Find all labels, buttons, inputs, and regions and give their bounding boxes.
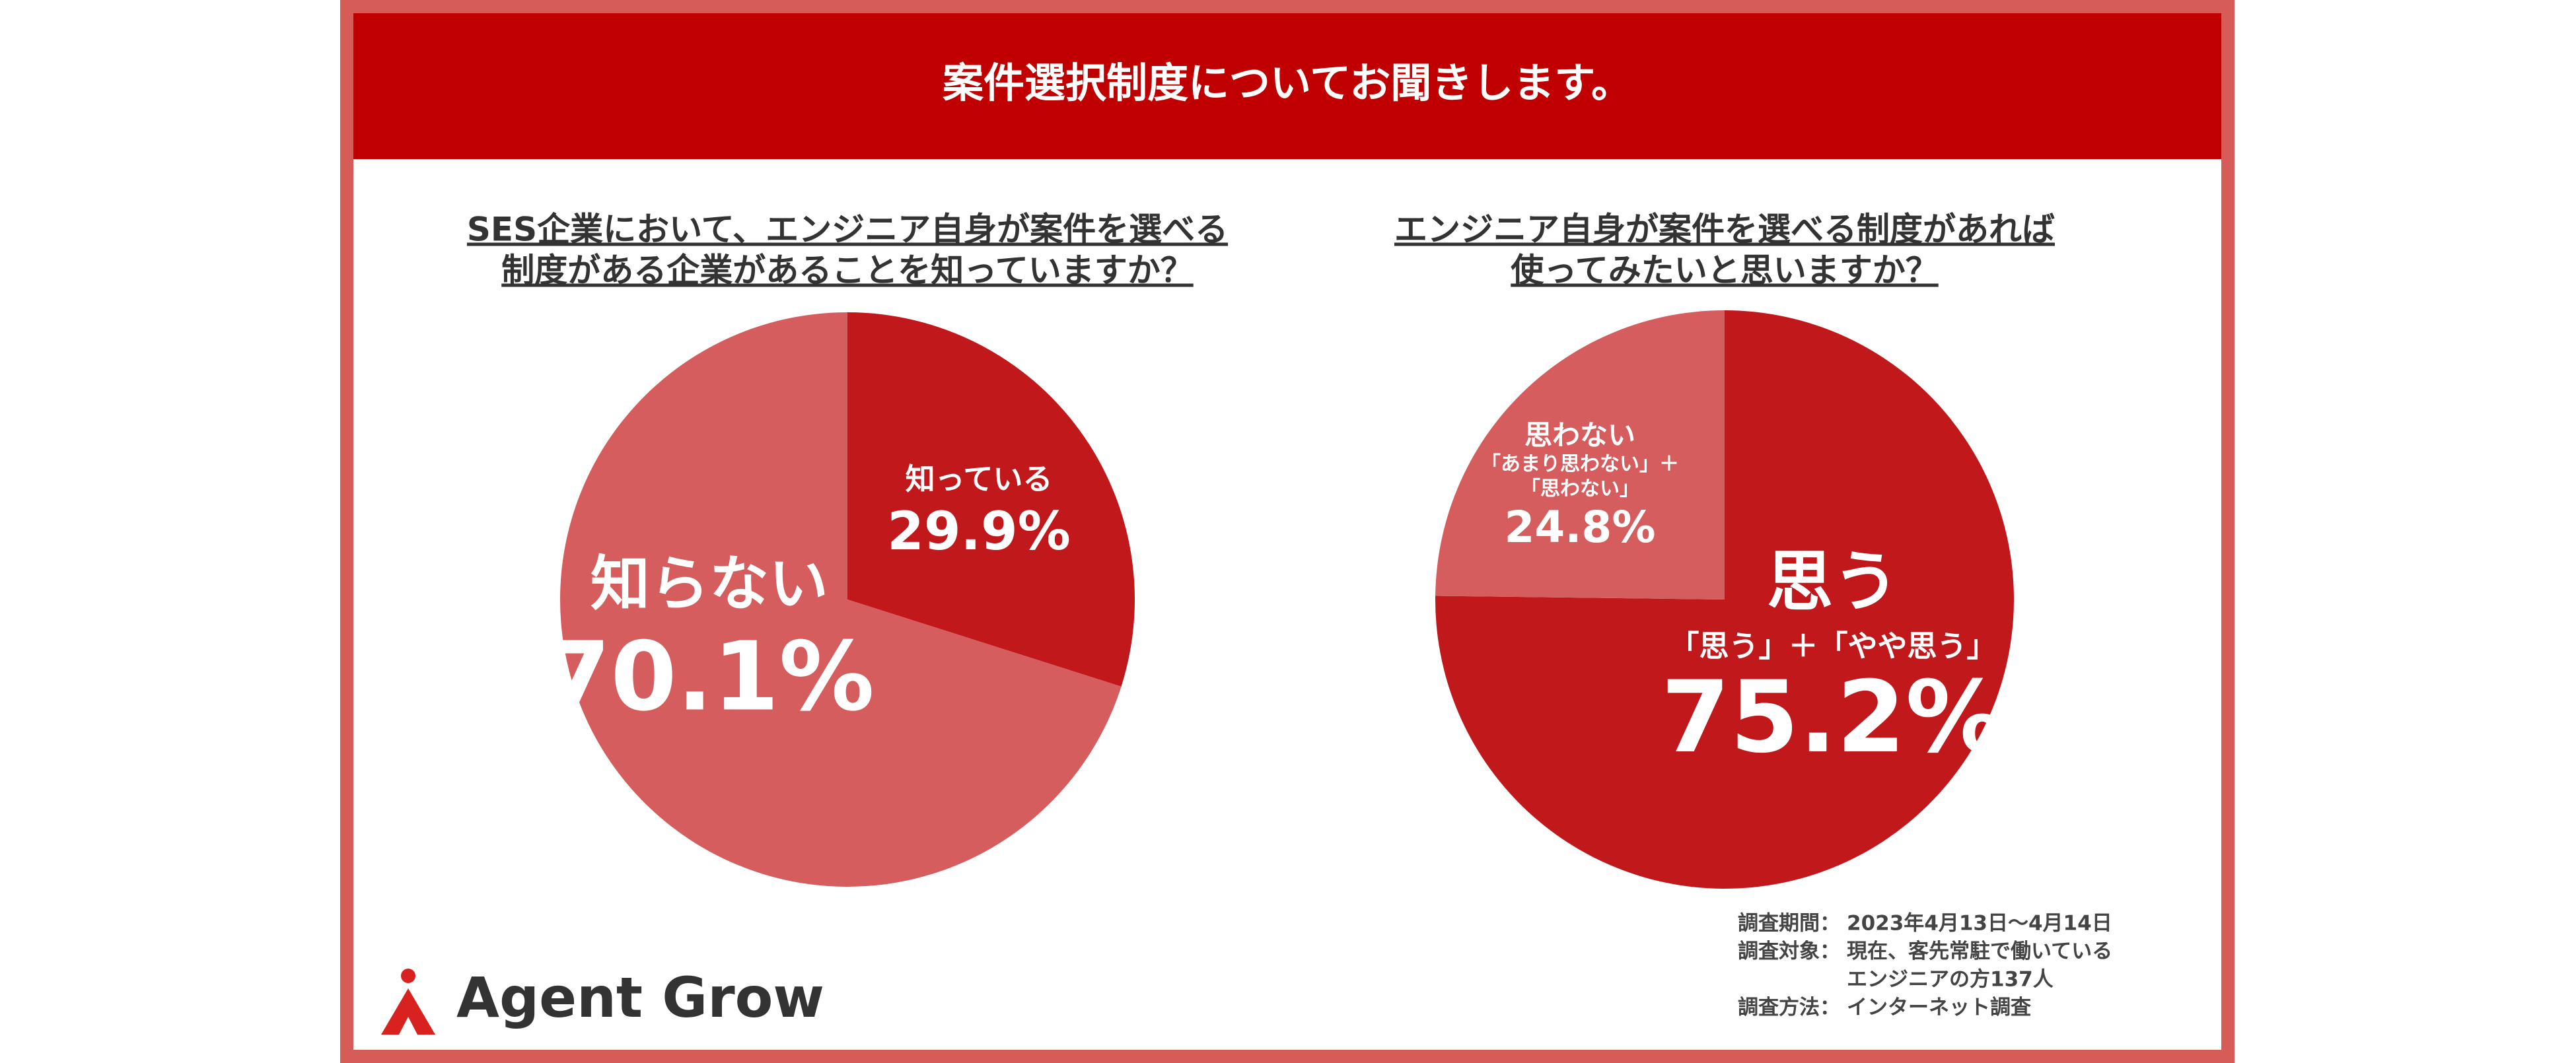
logo-icon (381, 969, 435, 1035)
slice-value-label: 75.2% (1661, 660, 2005, 775)
header-title: 案件選択制度についてお聞きします。 (943, 59, 1632, 107)
chart-title: 使ってみたいと思いますか？ (1511, 252, 1939, 290)
header-band (353, 13, 2221, 159)
footnote-label: 調査期間： (1738, 912, 1840, 936)
footnote-value: エンジニアの方137人 (1847, 968, 2054, 992)
slice-label: 知っている (906, 462, 1053, 497)
footnote-label: 調査方法： (1738, 996, 1840, 1019)
slice-value-label: 70.1% (544, 621, 875, 732)
footnote-value: 2023年4月13日～4月14日 (1847, 912, 2112, 936)
slice-sublabel: 「思わない」 (1521, 477, 1639, 500)
pie-slice (1435, 310, 1725, 600)
chart-title: 制度がある企業があることを知っていますか？ (501, 252, 1194, 290)
footnote-value: 現在、客先常駐で働いている (1847, 940, 2112, 963)
pie-slice (847, 312, 1135, 687)
chart-title: SES企業において、エンジニア自身が案件を選べる (467, 211, 1228, 249)
slice-label: 思わない (1524, 419, 1635, 452)
slice-value-label: 24.8% (1505, 502, 1656, 553)
slice-label: 知らない (590, 549, 828, 619)
slice-value-label: 29.9% (887, 500, 1071, 562)
footnote-label: 調査対象： (1738, 940, 1840, 963)
slice-sublabel: 「あまり思わない」＋ (1481, 453, 1679, 476)
slice-sublabel: 「思う」＋「やや思う」 (1669, 629, 1996, 664)
slice-label: 思う (1767, 543, 1899, 620)
footnote-value: インターネット調査 (1847, 996, 2031, 1019)
logo-text: Agent Grow (456, 965, 824, 1030)
pie-slice (559, 312, 1122, 887)
chart-title: エンジニア自身が案件を選べる制度があれば (1394, 211, 2055, 249)
